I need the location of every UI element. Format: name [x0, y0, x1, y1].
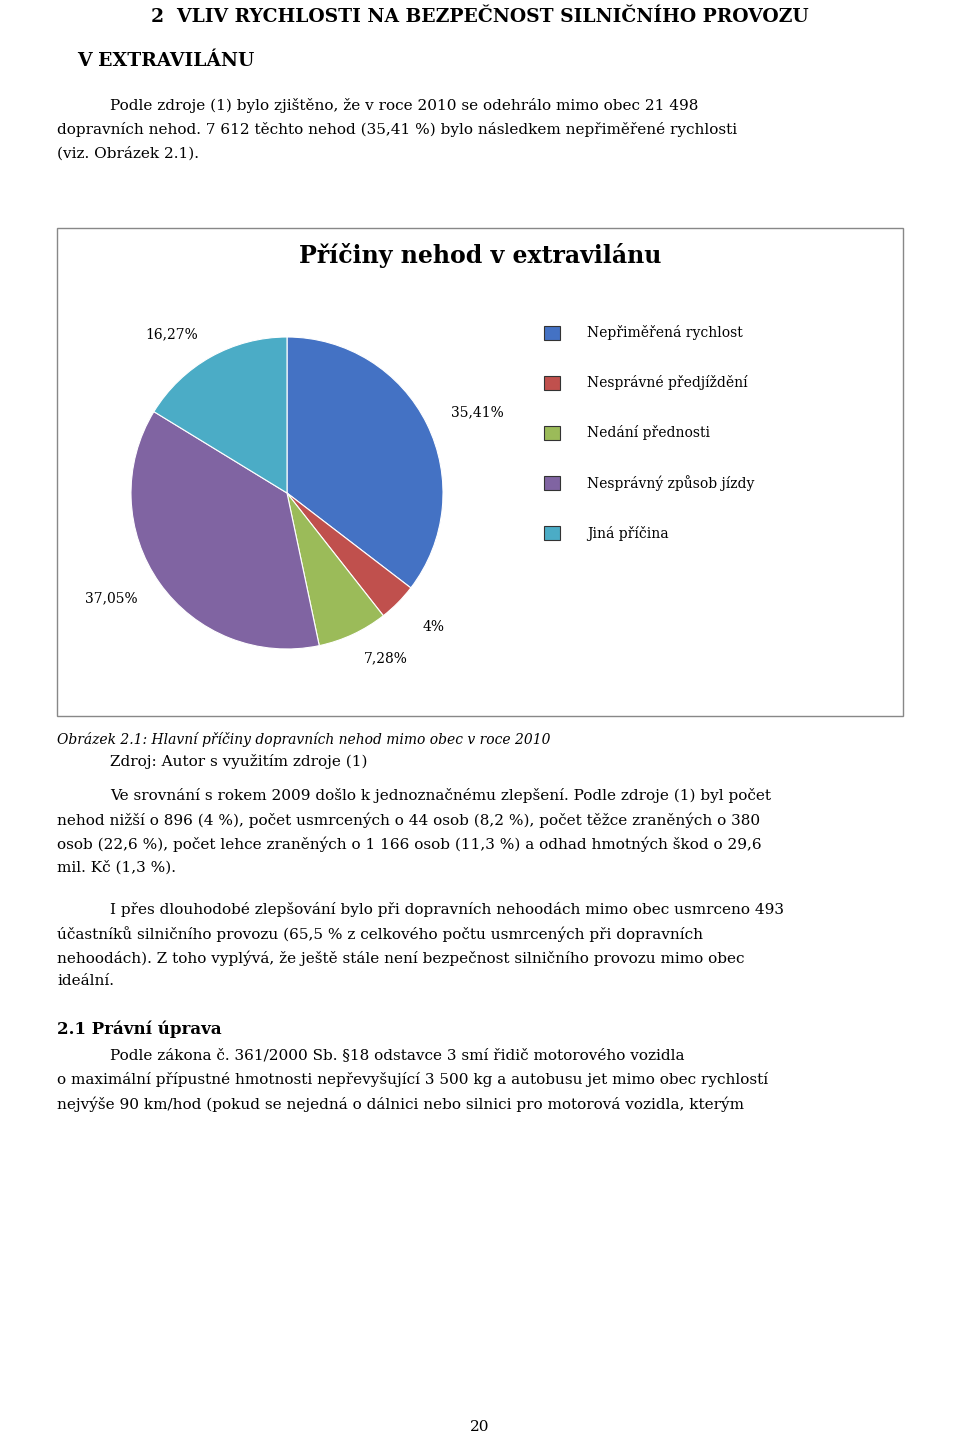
Wedge shape — [154, 337, 287, 493]
Text: 35,41%: 35,41% — [450, 405, 503, 420]
Text: V EXTRAVILÁNU: V EXTRAVILÁNU — [77, 52, 254, 71]
Text: ideální.: ideální. — [57, 973, 114, 988]
Text: o maximální přípustné hmotnosti nepřevyšující 3 500 kg a autobusu jet mimo obec : o maximální přípustné hmotnosti nepřevyš… — [57, 1071, 768, 1087]
Text: Nesprávný způsob jízdy: Nesprávný způsob jízdy — [588, 474, 755, 490]
Text: 4%: 4% — [422, 620, 444, 634]
Text: Ve srovnání s rokem 2009 došlo k jednoznačnému zlepšení. Podle zdroje (1) byl po: Ve srovnání s rokem 2009 došlo k jednozn… — [110, 787, 771, 803]
Text: osob (22,6 %), počet lehce zraněných o 1 166 osob (11,3 %) a odhad hmotných škod: osob (22,6 %), počet lehce zraněných o 1… — [57, 836, 761, 851]
Text: 37,05%: 37,05% — [85, 591, 138, 606]
Text: (viz. Obrázek 2.1).: (viz. Obrázek 2.1). — [57, 146, 199, 160]
Text: mil. Kč (1,3 %).: mil. Kč (1,3 %). — [57, 859, 176, 874]
Text: Obrázek 2.1: Hlavní příčiny dopravních nehod mimo obec v roce 2010: Obrázek 2.1: Hlavní příčiny dopravních n… — [57, 733, 550, 747]
Text: 20: 20 — [470, 1420, 490, 1433]
Text: Příčiny nehod v extravilánu: Příčiny nehod v extravilánu — [299, 244, 661, 268]
Text: Nedání přednosti: Nedání přednosti — [588, 425, 710, 440]
Bar — [544, 476, 560, 490]
Bar — [544, 526, 560, 539]
Text: nejvýše 90 km/hod (pokud se nejedná o dálnici nebo silnici pro motorová vozidla,: nejvýše 90 km/hod (pokud se nejedná o dá… — [57, 1096, 744, 1112]
Text: Nepřiměřená rychlost: Nepřiměřená rychlost — [588, 326, 743, 340]
Wedge shape — [287, 493, 383, 646]
Text: Podle zákona č. 361/2000 Sb. §18 odstavce 3 smí řidič motorového vozidla: Podle zákona č. 361/2000 Sb. §18 odstavc… — [110, 1048, 684, 1061]
Text: nehoodách). Z toho vyplývá, že ještě stále není bezpečnost silničního provozu mi: nehoodách). Z toho vyplývá, že ještě stá… — [57, 950, 745, 966]
Bar — [544, 376, 560, 389]
Bar — [544, 427, 560, 440]
Bar — [544, 326, 560, 340]
FancyBboxPatch shape — [57, 228, 903, 717]
Wedge shape — [287, 337, 443, 588]
Text: I přes dlouhodobé zlepšování bylo při dopravních nehoodách mimo obec usmrceno 49: I přes dlouhodobé zlepšování bylo při do… — [110, 903, 784, 917]
Wedge shape — [287, 493, 411, 616]
Text: dopravních nehod. 7 612 těchto nehod (35,41 %) bylo následkem nepřiměřené rychlo: dopravních nehod. 7 612 těchto nehod (35… — [57, 123, 737, 137]
Text: 16,27%: 16,27% — [145, 327, 198, 340]
Text: Zdroj: Autor s využitím zdroje (1): Zdroj: Autor s využitím zdroje (1) — [110, 754, 368, 769]
Text: 2.1 Právní úprava: 2.1 Právní úprava — [57, 1019, 222, 1037]
Text: nehod nižší o 896 (4 %), počet usmrcených o 44 osob (8,2 %), počet těžce zraněný: nehod nižší o 896 (4 %), počet usmrcenýc… — [57, 812, 760, 828]
Text: účastníků silničního provozu (65,5 % z celkového počtu usmrcených při dopravních: účastníků silničního provozu (65,5 % z c… — [57, 926, 703, 942]
Text: Podle zdroje (1) bylo zjištěno, že v roce 2010 se odehrálo mimo obec 21 498: Podle zdroje (1) bylo zjištěno, že v roc… — [110, 98, 698, 112]
Text: Nesprávné předjíždění: Nesprávné předjíždění — [588, 375, 748, 391]
Wedge shape — [131, 411, 320, 649]
Text: 7,28%: 7,28% — [364, 652, 408, 665]
Text: Jiná příčina: Jiná příčina — [588, 525, 669, 541]
Text: 2  VLIV RYCHLOSTI NA BEZPEČNOST SILNIČNÍHO PROVOZU: 2 VLIV RYCHLOSTI NA BEZPEČNOST SILNIČNÍH… — [151, 9, 809, 26]
